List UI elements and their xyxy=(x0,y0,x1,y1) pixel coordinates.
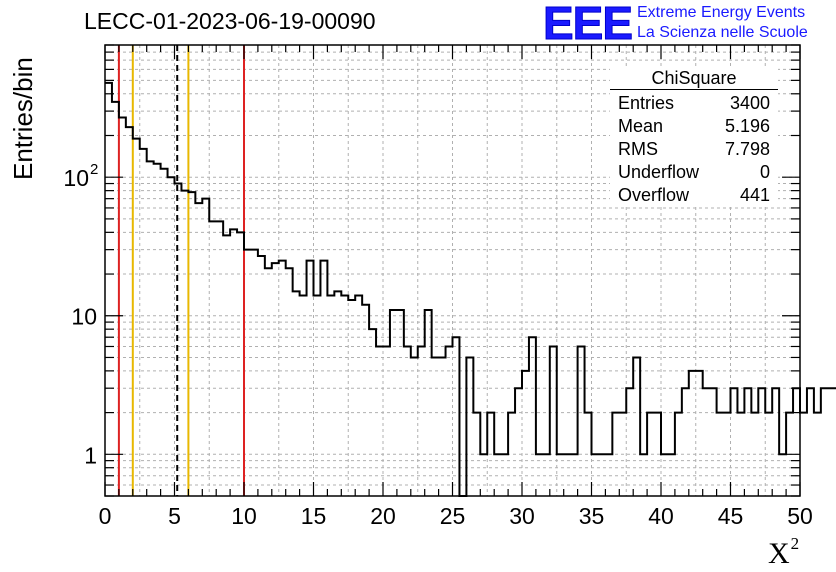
stats-label: Entries xyxy=(618,93,675,113)
x-tick-label: 0 xyxy=(99,503,112,529)
stats-label: Overflow xyxy=(618,185,690,205)
x-tick-label: 40 xyxy=(648,503,674,529)
stats-row-overflow: Overflow 441 xyxy=(610,184,778,207)
stats-row-entries: Entries 3400 xyxy=(610,92,778,115)
x-tick-label: 35 xyxy=(579,503,605,529)
stats-title: ChiSquare xyxy=(610,67,778,90)
logo-caption-line2: La Scienza nelle Scuole xyxy=(637,24,808,41)
y-tick-label: 1 xyxy=(84,442,97,468)
histogram-outline xyxy=(105,81,836,497)
stats-value: 441 xyxy=(739,185,770,205)
histogram-series xyxy=(105,81,836,497)
stats-label: RMS xyxy=(618,139,658,159)
y-tick-exponent: 2 xyxy=(90,161,98,178)
x-tick-label: 5 xyxy=(168,503,181,529)
stats-row-mean: Mean 5.196 xyxy=(610,115,778,138)
x-tick-label: 10 xyxy=(231,503,257,529)
stats-row-underflow: Underflow 0 xyxy=(610,161,778,184)
stats-value: 7.798 xyxy=(724,139,770,159)
axes xyxy=(104,44,801,497)
stats-label: Underflow xyxy=(618,162,700,182)
eee-logo: EEE xyxy=(542,0,633,49)
logo-caption: Extreme Energy Events La Scienza nelle S… xyxy=(637,3,808,43)
x-tick-label: 20 xyxy=(370,503,396,529)
x-axis-label-base: X xyxy=(768,537,790,570)
grid-lines xyxy=(105,45,800,496)
stats-box: ChiSquare Entries 3400 Mean 5.196 RMS 7.… xyxy=(610,67,778,207)
x-tick-label: 25 xyxy=(440,503,466,529)
x-tick-label: 50 xyxy=(787,503,813,529)
x-axis-label-exponent: 2 xyxy=(790,534,800,553)
chart-title: LECC-01-2023-06-19-00090 xyxy=(84,8,376,34)
x-axis-label: X2 xyxy=(768,534,799,571)
reference-lines xyxy=(117,45,245,496)
y-tick-label: 10 xyxy=(71,304,97,330)
x-tick-label: 15 xyxy=(301,503,327,529)
x-tick-label: 30 xyxy=(509,503,535,529)
stats-value: 0 xyxy=(759,162,770,182)
stats-value: 3400 xyxy=(729,93,770,113)
x-tick-label: 45 xyxy=(718,503,744,529)
y-axis-label: Entries/bin xyxy=(8,57,38,180)
logo-caption-line1: Extreme Energy Events xyxy=(637,4,806,21)
y-tick-label: 10 xyxy=(63,165,89,191)
stats-value: 5.196 xyxy=(724,116,770,136)
stats-label: Mean xyxy=(618,116,664,136)
stats-row-rms: RMS 7.798 xyxy=(610,138,778,161)
